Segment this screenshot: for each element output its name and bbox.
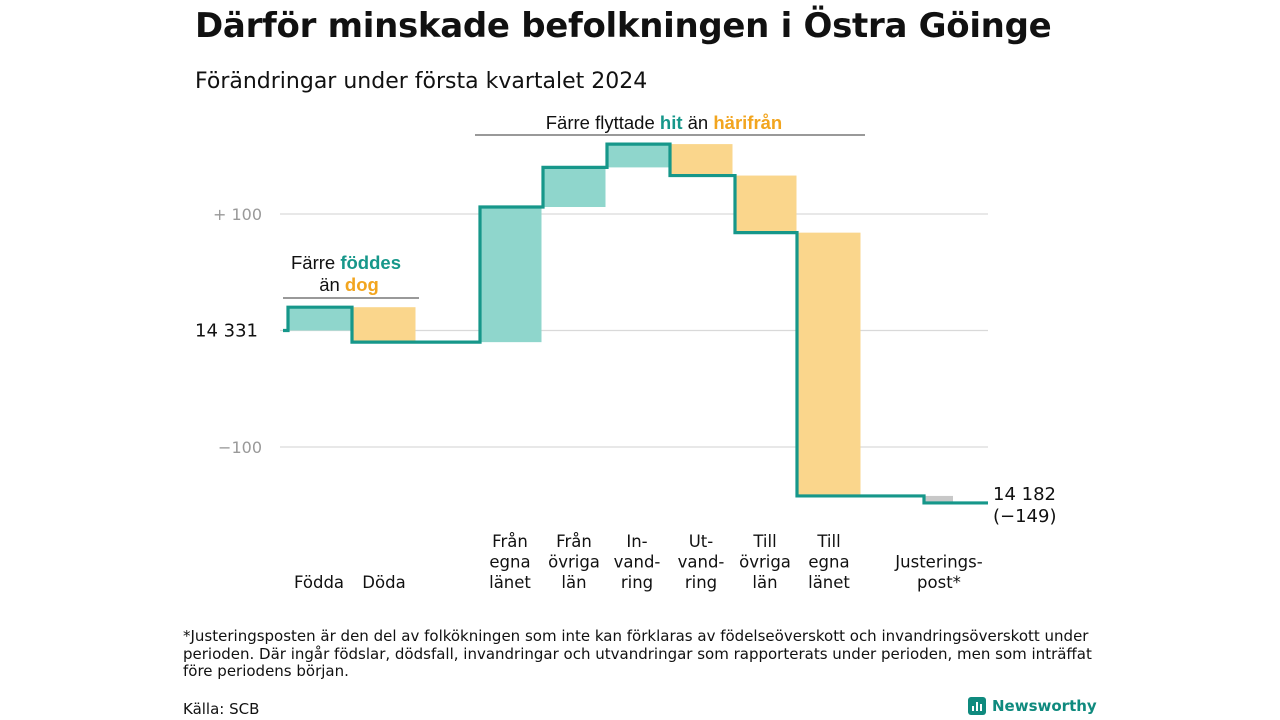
annotation-births-line2: än dog	[319, 274, 379, 295]
newsworthy-logo-icon	[968, 697, 986, 715]
waterfall-bar	[542, 167, 606, 208]
y-tick-label: + 100	[213, 205, 262, 224]
waterfall-bar	[733, 175, 797, 233]
category-label: ring	[685, 573, 717, 592]
category-label: Till	[816, 532, 840, 551]
annotation-births-line1: Färre föddes	[291, 252, 401, 273]
category-label: ring	[621, 573, 653, 592]
annotation-moves: Färre flyttade hit än härifrån	[546, 112, 783, 133]
waterfall-bar	[669, 144, 733, 176]
category-label: Från	[492, 532, 528, 551]
category-label: In-	[626, 532, 647, 551]
chart-subtitle: Förändringar under första kvartalet 2024	[195, 69, 648, 94]
category-label: Till	[752, 532, 776, 551]
footnote: *Justeringsposten är den del av folkökni…	[183, 627, 1092, 680]
waterfall-bar	[605, 144, 669, 168]
waterfall-bar	[352, 307, 416, 343]
category-label: Ut-	[689, 532, 714, 551]
category-label: Från	[556, 532, 592, 551]
category-label: egna	[489, 553, 530, 572]
category-label: vand-	[614, 553, 661, 572]
category-label: övriga	[739, 553, 791, 572]
waterfall-bar	[478, 207, 542, 343]
category-label: Döda	[362, 573, 405, 592]
brand-name: Newsworthy	[992, 697, 1097, 715]
waterfall-bar	[797, 232, 861, 496]
cumulative-step-line	[283, 142, 988, 505]
brand: Newsworthy	[968, 697, 1097, 715]
category-label: Födda	[294, 573, 344, 592]
waterfall-chart: + 100 −100 14 331 14 182(−149) Födda Döda Från…	[195, 112, 1056, 592]
end-change-label: (−149)	[993, 506, 1056, 527]
y-tick-label: −100	[218, 438, 262, 457]
waterfall-bar	[925, 495, 953, 503]
chart-title: Därför minskade befolkningen i Östra Göi…	[195, 6, 1052, 46]
category-label: länet	[489, 573, 531, 592]
category-label: vand-	[678, 553, 725, 572]
category-label: Justerings-	[894, 553, 982, 572]
category-label: post*	[917, 573, 961, 592]
category-label: egna	[808, 553, 849, 572]
category-label: län	[561, 573, 586, 592]
category-label: övriga	[548, 553, 600, 572]
end-value-label: 14 182	[993, 484, 1056, 505]
start-value-label: 14 331	[195, 321, 258, 342]
source-label: Källa: SCB	[183, 700, 260, 718]
category-label: länet	[808, 573, 850, 592]
category-label: län	[752, 573, 777, 592]
waterfall-bar	[287, 307, 351, 331]
